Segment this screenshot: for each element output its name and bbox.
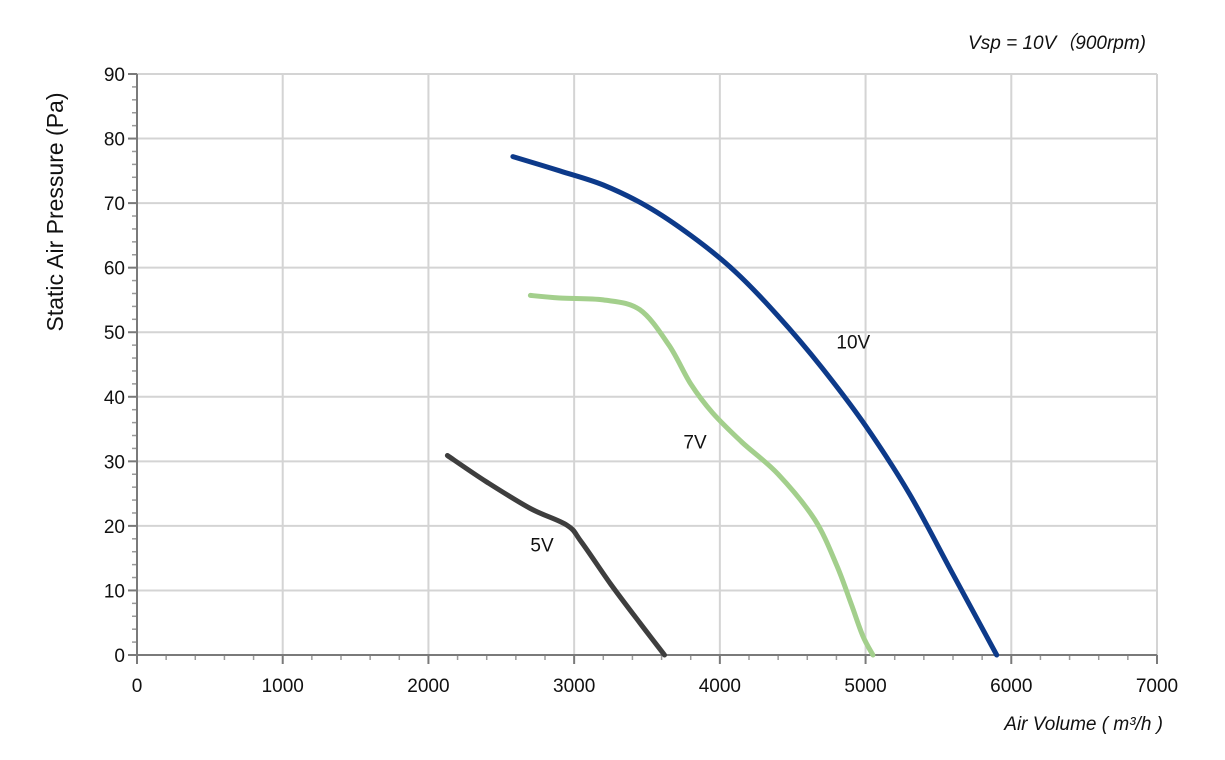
- y-axis-title: Static Air Pressure (Pa): [42, 92, 68, 331]
- x-tick-label: 6000: [990, 676, 1032, 697]
- series-line-7v: [527, 292, 876, 658]
- y-tick-label: 70: [104, 194, 125, 215]
- x-tick-label: 1000: [262, 676, 304, 697]
- series-group: [444, 154, 1000, 658]
- y-tick-label: 30: [104, 452, 125, 473]
- x-tick-label: 4000: [699, 676, 741, 697]
- y-tick-label: 90: [104, 65, 125, 86]
- x-axis-title: Air Volume ( m³/h ): [1003, 714, 1163, 735]
- x-tick-label: 0: [132, 676, 143, 697]
- y-tick-label: 20: [104, 517, 125, 538]
- y-tick-label: 80: [104, 130, 125, 151]
- series-line-10v: [510, 154, 1000, 658]
- grid: [137, 73, 1158, 655]
- x-tick-label: 3000: [553, 676, 595, 697]
- series-line-5v: [444, 453, 667, 658]
- y-tick-label: 50: [104, 323, 125, 344]
- y-tick-label: 40: [104, 388, 125, 409]
- series-label-7v: 7V: [683, 432, 707, 453]
- x-tick-label: 2000: [407, 676, 449, 697]
- x-tick-label: 5000: [844, 676, 886, 697]
- labels: 0 1000 2000 3000 4000 5000 6000 7000 0 10 20 30 40 50…: [104, 65, 1178, 697]
- x-tick-label: 7000: [1136, 676, 1178, 697]
- y-tick-label: 10: [104, 581, 125, 602]
- y-tick-label: 60: [104, 259, 125, 280]
- axes: [128, 73, 1158, 664]
- chart-subtitle: Vsp = 10V（900rpm): [968, 32, 1146, 54]
- series-label-5v: 5V: [530, 536, 554, 557]
- series-label-10v: 10V: [836, 332, 870, 353]
- y-tick-label: 0: [114, 646, 125, 667]
